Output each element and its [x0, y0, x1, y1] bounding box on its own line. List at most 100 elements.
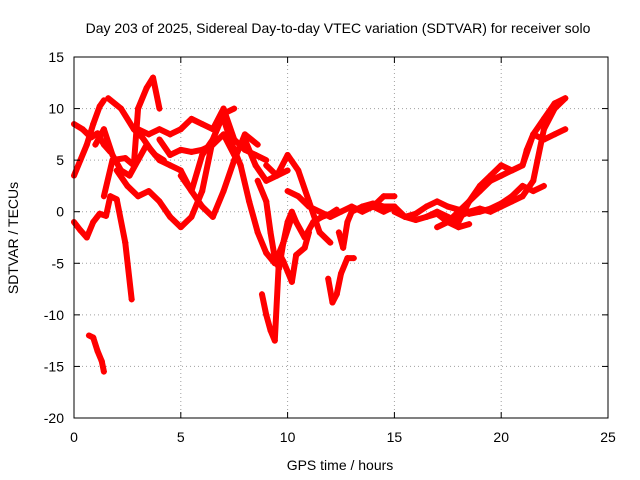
data-point-band: [83, 121, 97, 148]
data-point: [444, 203, 451, 210]
data-point: [177, 126, 184, 133]
data-point: [188, 115, 195, 122]
x-tick-label: 10: [280, 429, 296, 445]
data-point: [263, 177, 270, 184]
data-point-band: [540, 105, 558, 133]
data-point: [293, 219, 300, 226]
data-point: [188, 188, 195, 195]
data-point: [284, 219, 291, 226]
data-point-band: [267, 229, 278, 262]
data-point-band: [284, 151, 302, 174]
data-point: [209, 213, 216, 220]
data-point: [241, 136, 248, 143]
data-point: [498, 172, 505, 179]
x-tick-label: 25: [600, 429, 616, 445]
data-point: [156, 105, 163, 112]
data-point-band: [199, 136, 216, 158]
data-point-band: [220, 115, 236, 148]
y-tick-label: 0: [56, 204, 64, 220]
data-point: [284, 167, 291, 174]
data-point: [530, 188, 537, 195]
data-point: [284, 151, 291, 158]
series-track-15: [263, 151, 334, 246]
y-axis: -20 -15 -10 -5 0 5 10 15: [44, 49, 608, 426]
data-point: [135, 126, 142, 133]
data-point: [293, 252, 300, 259]
data-point: [117, 105, 124, 112]
data-point: [288, 278, 295, 285]
data-point: [562, 126, 569, 133]
data-point: [199, 121, 206, 128]
data-point-band: [288, 252, 300, 285]
data-point: [122, 239, 129, 246]
data-point: [359, 203, 366, 210]
data-point: [263, 249, 270, 256]
data-point: [100, 193, 107, 200]
data-point: [519, 182, 526, 189]
data-point: [177, 224, 184, 231]
data-point: [466, 208, 473, 215]
data-point: [316, 229, 323, 236]
data-point: [391, 208, 398, 215]
data-point-band: [241, 131, 261, 148]
data-point-band: [220, 157, 238, 195]
data-point: [177, 146, 184, 153]
data-point: [523, 146, 530, 153]
data-point: [476, 205, 483, 212]
data-point: [254, 141, 261, 148]
data-point: [340, 244, 347, 251]
data-point-band: [455, 221, 473, 231]
data-point: [177, 172, 184, 179]
data-point-band: [271, 255, 283, 344]
data-point: [167, 162, 174, 169]
data-point: [327, 239, 334, 246]
data-point-band: [316, 229, 334, 246]
data-point: [519, 162, 526, 169]
data-point: [423, 213, 430, 220]
y-tick-label: 5: [56, 152, 64, 168]
data-point-band: [156, 198, 174, 220]
data-point: [254, 177, 261, 184]
data-point-band: [135, 84, 150, 112]
data-point-band: [188, 151, 206, 195]
data-point-band: [333, 270, 344, 298]
data-point: [96, 103, 103, 110]
plot-frame: [73, 56, 609, 419]
data-point: [135, 105, 142, 112]
data-point: [229, 141, 236, 148]
data-point: [412, 216, 419, 223]
data-point: [90, 334, 97, 341]
data-point: [130, 162, 137, 169]
data-point: [423, 203, 430, 210]
data-point: [209, 136, 216, 143]
data-point-band: [113, 167, 131, 189]
data-point-band: [263, 198, 274, 236]
data-point: [246, 198, 253, 205]
data-point: [487, 208, 494, 215]
data-point: [280, 239, 287, 246]
data-point: [444, 219, 451, 226]
data-point: [92, 141, 99, 148]
y-tick-label: 15: [48, 49, 64, 65]
data-point: [188, 213, 195, 220]
data-point: [540, 126, 547, 133]
data-point: [325, 275, 332, 282]
data-point: [263, 162, 270, 169]
data-point: [199, 203, 206, 210]
data-point: [177, 167, 184, 174]
x-axis-label: GPS time / hours: [287, 457, 394, 473]
data-point: [263, 311, 270, 318]
data-point: [498, 203, 505, 210]
data-point: [147, 146, 154, 153]
data-point: [370, 203, 377, 210]
data-point: [100, 368, 107, 375]
data-point: [150, 74, 157, 81]
data-point-band: [295, 167, 312, 205]
data-point-band: [90, 103, 103, 128]
data-point: [273, 172, 280, 179]
data-point: [220, 115, 227, 122]
data-point-band: [150, 74, 163, 112]
series-track-18: [325, 255, 357, 306]
y-tick-label: -15: [44, 358, 64, 374]
